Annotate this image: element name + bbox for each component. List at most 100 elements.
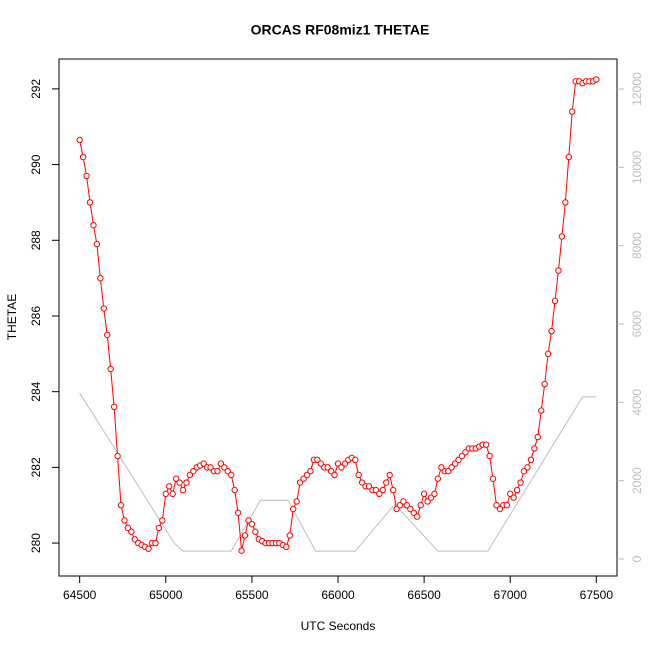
data-point <box>293 498 300 505</box>
x-tick-label: 67000 <box>494 588 528 602</box>
data-point <box>124 524 132 532</box>
data-point <box>159 517 166 524</box>
data-point <box>517 479 524 486</box>
data-point <box>327 467 335 475</box>
data-point <box>372 486 380 494</box>
data-point <box>79 153 87 161</box>
data-point <box>166 483 173 490</box>
data-point <box>386 471 393 479</box>
data-point <box>117 502 125 509</box>
y-tick-label: 290 <box>29 154 43 174</box>
data-point <box>241 532 249 539</box>
data-point <box>410 509 417 516</box>
data-point <box>179 486 187 494</box>
data-point <box>417 502 424 509</box>
data-point <box>438 464 445 471</box>
data-point <box>97 274 104 282</box>
x-tick-label: 64500 <box>63 588 97 602</box>
data-point <box>593 76 600 83</box>
data-point <box>238 547 245 554</box>
data-point <box>145 545 152 552</box>
data-point <box>176 479 183 486</box>
data-point <box>507 490 514 498</box>
y-tick-label: 280 <box>29 533 43 553</box>
data-point <box>245 517 252 524</box>
y-axis-label: THETAE <box>5 294 19 340</box>
data-point <box>400 498 407 505</box>
data-point <box>510 494 517 501</box>
data-point <box>169 490 176 498</box>
data-point <box>93 240 101 248</box>
data-point <box>482 441 490 448</box>
data-point <box>307 467 314 475</box>
data-point <box>544 350 552 358</box>
data-point <box>355 471 362 479</box>
data-point <box>200 460 207 467</box>
data-point <box>534 433 541 441</box>
y2-tick-label: 8000 <box>630 232 644 259</box>
data-point <box>217 460 225 467</box>
y-tick-label: 292 <box>29 79 43 99</box>
data-point <box>352 456 359 464</box>
data-point <box>462 449 469 456</box>
data-point <box>90 221 97 229</box>
data-point <box>314 456 321 464</box>
data-point <box>152 539 159 547</box>
data-point <box>486 452 493 460</box>
plot-box <box>58 58 618 577</box>
data-point <box>207 464 214 471</box>
data-point <box>403 502 411 509</box>
data-point <box>221 464 228 471</box>
data-point <box>283 543 290 551</box>
data-point <box>358 479 366 486</box>
y2-tick-label: 4000 <box>630 389 644 416</box>
x-tick-label: 65500 <box>235 588 269 602</box>
data-point <box>558 233 566 240</box>
data-point <box>548 327 555 335</box>
x-tick-label: 67500 <box>580 588 614 602</box>
data-point <box>434 475 442 482</box>
data-point <box>214 467 221 475</box>
data-point <box>83 172 90 180</box>
data-point <box>300 475 307 482</box>
data-point <box>569 108 576 115</box>
data-point <box>458 452 466 460</box>
data-point <box>407 505 414 513</box>
data-point <box>341 460 349 467</box>
data-point <box>107 365 114 373</box>
data-point <box>172 475 180 482</box>
data-point <box>520 467 528 475</box>
data-point <box>431 490 438 498</box>
data-point <box>155 524 163 532</box>
data-point <box>234 509 242 516</box>
x-tick-label: 66500 <box>407 588 441 602</box>
data-point <box>248 520 256 528</box>
data-point <box>451 460 459 467</box>
data-point <box>513 486 521 494</box>
data-point <box>420 490 428 498</box>
data-point <box>524 464 531 471</box>
data-point <box>296 479 304 486</box>
data-point <box>541 380 548 388</box>
data-point <box>565 153 572 161</box>
data-point <box>376 490 383 498</box>
data-point <box>224 467 231 475</box>
data-point <box>114 452 121 460</box>
data-point <box>555 267 562 274</box>
data-point <box>493 502 500 509</box>
data-point <box>86 199 94 206</box>
y-tick-label: 286 <box>29 306 43 326</box>
data-point <box>317 460 324 467</box>
y2-tick-label: 12000 <box>630 72 644 106</box>
data-point <box>186 471 194 479</box>
data-point <box>128 528 135 535</box>
data-point <box>252 528 259 535</box>
data-point <box>393 505 400 513</box>
data-point <box>389 486 397 494</box>
data-point <box>228 471 235 479</box>
data-point <box>448 464 455 471</box>
data-point <box>110 403 118 411</box>
data-point <box>551 297 559 305</box>
data-point <box>531 445 538 452</box>
